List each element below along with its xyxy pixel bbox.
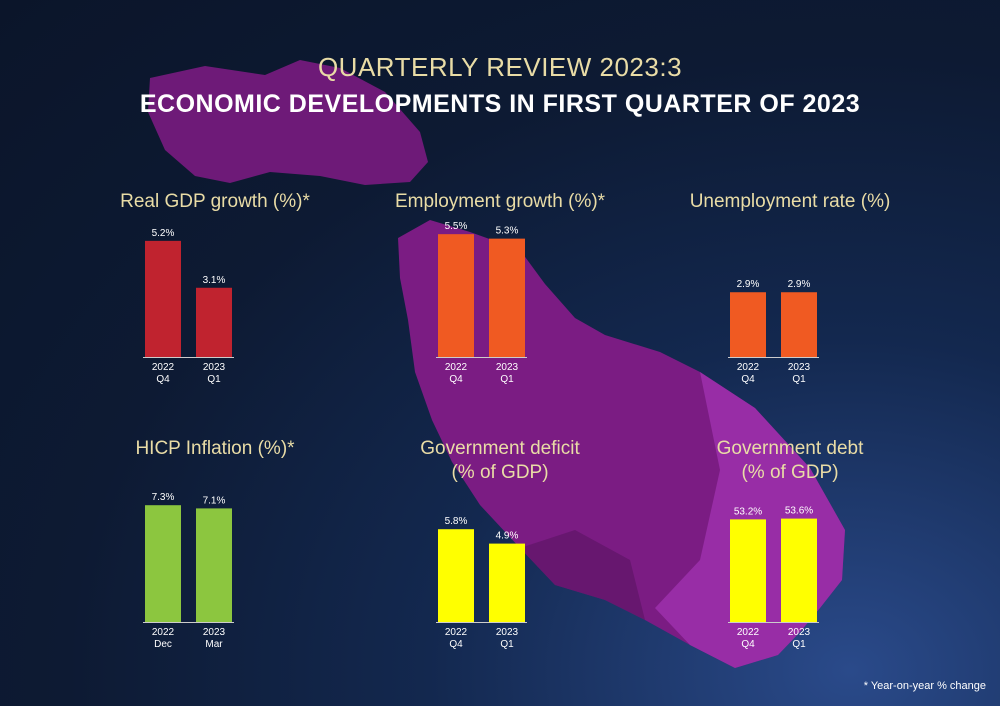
tick-label: Q1 <box>207 374 221 385</box>
data-label: 5.8% <box>445 516 468 527</box>
bar <box>438 529 474 622</box>
bar <box>438 234 474 357</box>
panel-unemployment: Unemployment rate (%) 2.9% 2022 Q4 2.9% 2023… <box>650 190 930 400</box>
bar <box>489 238 525 357</box>
tick-label: Q1 <box>792 639 806 650</box>
chart-title: Real GDP growth (%)* <box>120 191 310 212</box>
tick-label: Q4 <box>156 374 170 385</box>
data-label: 5.3% <box>496 226 519 237</box>
tick-label: Dec <box>154 639 172 650</box>
tick-label: 2023 <box>788 362 811 373</box>
data-label: 2.9% <box>737 279 760 290</box>
chart-title: Government debt (% of GDP) <box>716 438 864 483</box>
gozo-island-shape <box>148 60 428 185</box>
tick-label: 2022 <box>152 627 175 638</box>
tick-label: Q4 <box>449 639 463 650</box>
tick-label: Q1 <box>792 374 806 385</box>
bar <box>781 292 817 357</box>
tick-label: Q1 <box>500 639 514 650</box>
panel-hicp: HICP Inflation (%)* 7.3% 2022 Dec 7.1% 2023 M… <box>80 437 350 662</box>
bar <box>145 505 181 622</box>
chart-title: Unemployment rate (%) <box>689 191 891 212</box>
malta-shade-shape <box>520 530 645 620</box>
tick-label: 2023 <box>496 627 519 638</box>
tick-label: Q4 <box>449 374 463 385</box>
tick-label: 2022 <box>445 627 468 638</box>
tick-label: 2023 <box>788 627 811 638</box>
tick-label: 2022 <box>737 362 760 373</box>
data-label: 2.9% <box>788 279 811 290</box>
tick-label: Q4 <box>741 374 755 385</box>
data-label: 4.9% <box>496 531 519 542</box>
tick-label: 2023 <box>203 627 226 638</box>
panel-employment: Employment growth (%)* 5.5% 2022 Q4 5.3% 202… <box>360 190 640 400</box>
panel-gov-debt: Government debt (% of GDP) 53.2% 2022 Q4 53… <box>650 437 930 662</box>
data-label: 53.6% <box>785 506 813 517</box>
chart-title: Government deficit (% of GDP) <box>420 438 580 483</box>
tick-label: 2022 <box>152 362 175 373</box>
footnote: * Year-on-year % change <box>863 680 986 692</box>
data-label: 5.5% <box>445 221 468 232</box>
tick-label: 2023 <box>203 362 226 373</box>
bar <box>730 292 766 357</box>
panel-gov-deficit: Government deficit (% of GDP) 5.8% 2022 Q4… <box>360 437 640 662</box>
bar <box>196 508 232 622</box>
tick-label: 2023 <box>496 362 519 373</box>
data-label: 5.2% <box>152 228 175 239</box>
data-label: 53.2% <box>734 506 762 517</box>
bar <box>489 543 525 622</box>
bar <box>145 240 181 357</box>
chart-title: Employment growth (%)* <box>394 191 606 212</box>
tick-label: 2022 <box>445 362 468 373</box>
bar <box>196 287 232 357</box>
tick-label: Q4 <box>741 639 755 650</box>
report-subtitle: QUARTERLY REVIEW 2023:3 <box>317 52 683 82</box>
bar <box>781 518 817 622</box>
data-label: 7.1% <box>203 495 226 506</box>
report-title: ECONOMIC DEVELOPMENTS IN FIRST QUARTER O… <box>139 90 861 118</box>
chart-title: HICP Inflation (%)* <box>135 438 295 459</box>
data-label: 7.3% <box>152 492 175 503</box>
tick-label: Mar <box>205 639 223 650</box>
data-label: 3.1% <box>203 275 226 286</box>
tick-label: 2022 <box>737 627 760 638</box>
bar <box>730 519 766 622</box>
panel-real-gdp: Real GDP growth (%)* 5.2% 2022 Q4 3.1% 2023 Q… <box>80 190 350 400</box>
tick-label: Q1 <box>500 374 514 385</box>
